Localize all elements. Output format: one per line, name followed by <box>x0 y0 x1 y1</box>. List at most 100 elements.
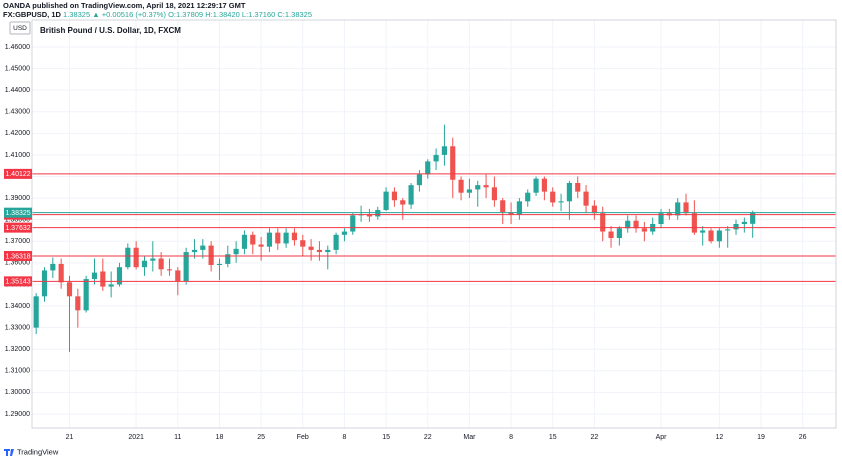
candle-body <box>725 229 731 231</box>
y-tick-label: 1.33000 <box>5 324 30 331</box>
x-tick-label: 15 <box>382 434 390 441</box>
y-tick-label: 1.31000 <box>5 368 30 375</box>
candle-body <box>41 270 48 297</box>
candle-body <box>741 221 747 224</box>
y-tick-label: 1.32000 <box>5 346 30 353</box>
y-tick-label: 1.46000 <box>5 44 30 51</box>
candle-body <box>583 191 589 206</box>
logo <box>4 449 14 456</box>
candle-body <box>108 284 114 287</box>
high: H:1.38420 <box>205 10 240 19</box>
candle-body <box>250 234 256 245</box>
price-label-box <box>4 250 32 261</box>
x-tick-label: 26 <box>799 434 807 441</box>
candle-body <box>616 228 622 239</box>
candle-body <box>133 247 139 268</box>
candle-body <box>175 270 181 282</box>
y-tick-label: 1.29000 <box>5 411 30 418</box>
x-tick-label: 25 <box>257 434 265 441</box>
candle-body <box>750 212 756 224</box>
candle-body <box>58 263 64 283</box>
x-tick-label: 19 <box>757 434 765 441</box>
candle-body <box>491 187 497 201</box>
candle-body <box>633 220 639 229</box>
quote-line: FX:GBPUSD, 1D 1.38325 ▲ +0.00516 (+0.37%… <box>3 10 312 19</box>
candle-body <box>733 224 739 230</box>
candle-body <box>366 214 373 217</box>
x-tick-label: 21 <box>66 434 74 441</box>
candle-body <box>50 263 56 271</box>
candle-body <box>625 220 631 229</box>
price-label: 1.37632 <box>5 225 30 232</box>
symbol: FX:GBPUSD, 1D <box>3 10 62 19</box>
y-tick-label: 1.37000 <box>5 238 30 245</box>
candle-body <box>116 267 123 285</box>
candle-body <box>150 258 156 261</box>
candle-body <box>516 201 522 215</box>
currency: USD <box>13 25 27 32</box>
candle-body <box>408 185 414 205</box>
x-tick-label: 22 <box>590 434 598 441</box>
y-tick-label: 1.41000 <box>5 152 30 159</box>
candle-body <box>716 230 722 242</box>
logo-icon <box>4 449 14 456</box>
y-tick-label: 1.38000 <box>5 217 30 224</box>
candle-body <box>300 240 306 247</box>
candle-body <box>566 182 572 202</box>
candle-body <box>691 213 697 233</box>
candle-body <box>533 178 539 193</box>
candle-body <box>325 249 331 253</box>
currency-box <box>9 21 31 35</box>
x-tick-label: 2021 <box>128 434 144 441</box>
candle-body <box>433 154 439 162</box>
candle-body <box>350 215 356 232</box>
candle-body <box>66 282 73 297</box>
candle-body <box>125 247 131 268</box>
candle-body <box>541 178 547 192</box>
candle-body <box>683 202 689 214</box>
candle-body <box>375 209 381 217</box>
candle-body <box>275 232 281 244</box>
candle-body <box>283 232 289 244</box>
x-tick-label: 22 <box>424 434 432 441</box>
candle-body <box>558 201 564 203</box>
x-tick-label: 11 <box>174 434 181 441</box>
candle-body <box>191 249 198 253</box>
candle-body <box>500 200 506 213</box>
candle-body <box>441 146 447 155</box>
x-tick-label: Apr <box>656 434 668 441</box>
candle-body <box>166 269 173 271</box>
y-tick-label: 1.43000 <box>5 109 30 116</box>
x-tick-label: 8 <box>509 434 513 441</box>
candle-body <box>550 191 556 203</box>
y-tick-label: 1.30000 <box>5 389 30 396</box>
last-price: 1.38325 <box>63 10 90 19</box>
candle-body <box>675 202 681 216</box>
candle-body <box>241 234 248 249</box>
candle-body <box>266 232 273 247</box>
candle-body <box>508 212 514 215</box>
candle-body <box>158 258 164 270</box>
candle-body <box>91 272 98 280</box>
candle-body <box>700 230 706 233</box>
candle-body <box>308 246 314 250</box>
candle-body <box>600 213 606 232</box>
candle-body <box>608 231 614 239</box>
candle-body <box>708 230 714 242</box>
candle-body <box>316 249 323 253</box>
price-label: 1.40122 <box>5 171 30 178</box>
candle-body <box>141 260 148 268</box>
candle-body <box>400 200 406 205</box>
brand: TradingView <box>17 447 59 456</box>
candle-body <box>575 182 581 192</box>
low: L:1.37160 <box>242 10 275 19</box>
chart-title: British Pound / U.S. Dollar, 1D, FXCM <box>40 26 181 35</box>
candle-body <box>183 252 189 282</box>
candle-body <box>658 213 664 224</box>
x-tick-label: Mar <box>463 434 476 441</box>
price-label: 1.35143 <box>5 279 30 286</box>
candle-body <box>641 228 647 232</box>
y-tick-label: 1.34000 <box>5 303 30 310</box>
candle-body <box>33 296 39 328</box>
